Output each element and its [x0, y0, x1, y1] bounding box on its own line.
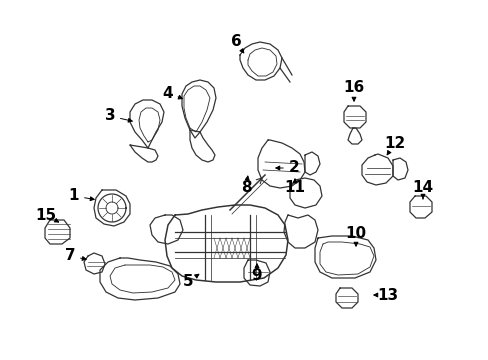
Text: 15: 15 [35, 207, 57, 222]
Text: 14: 14 [411, 180, 433, 195]
Text: 4: 4 [163, 85, 173, 100]
Text: 6: 6 [230, 35, 241, 49]
Text: 7: 7 [64, 248, 75, 264]
Text: 11: 11 [284, 180, 305, 195]
Text: 9: 9 [251, 269, 262, 284]
Text: 3: 3 [104, 108, 115, 123]
Text: 12: 12 [384, 135, 405, 150]
Text: 13: 13 [377, 288, 398, 302]
Text: 1: 1 [69, 189, 79, 203]
Text: 8: 8 [240, 180, 251, 195]
Text: 5: 5 [183, 274, 193, 289]
Text: 10: 10 [345, 225, 366, 240]
Text: 2: 2 [288, 161, 299, 175]
Text: 16: 16 [343, 80, 364, 94]
